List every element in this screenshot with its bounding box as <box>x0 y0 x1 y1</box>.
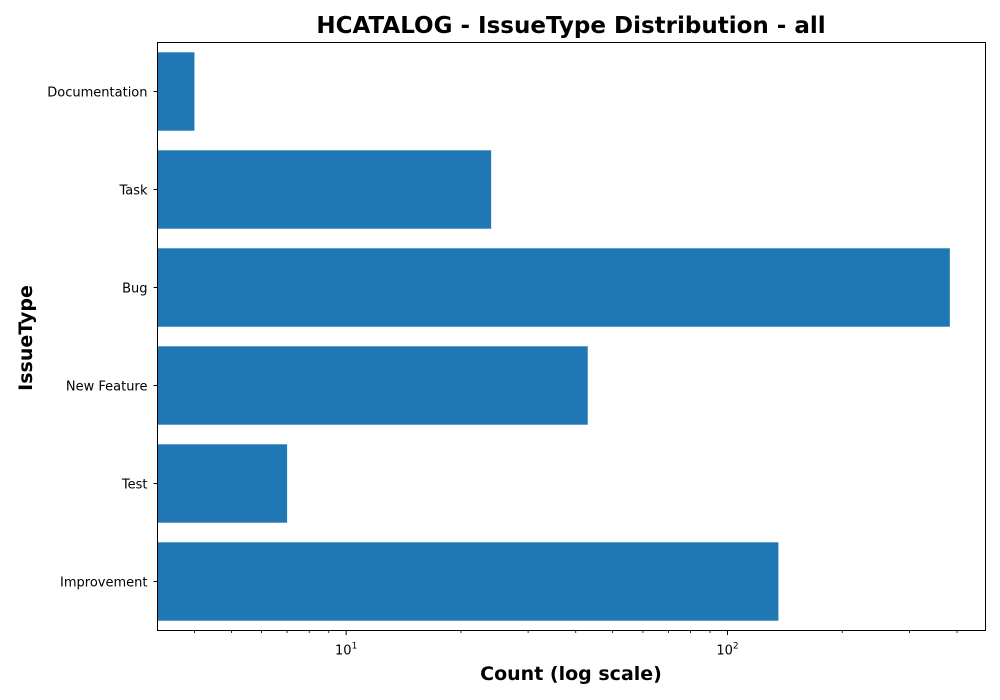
bar-bug <box>157 248 950 327</box>
chart-title: HCATALOG - IssueType Distribution - all <box>316 13 825 39</box>
bar-task <box>157 150 492 229</box>
y-tick-label: New Feature <box>66 380 148 395</box>
y-axis-label: IssueType <box>15 285 37 391</box>
plot-frame <box>157 42 986 631</box>
y-tick-label: Test <box>121 478 148 493</box>
x-tick-label: 101 <box>335 642 357 659</box>
bar-new-feature <box>157 346 588 425</box>
bar-documentation <box>157 52 195 131</box>
y-tick-label: Improvement <box>60 576 147 591</box>
x-axis-label: Count (log scale) <box>480 663 662 685</box>
bar-improvement <box>157 542 779 621</box>
y-tick-label: Bug <box>122 282 147 297</box>
bar-test <box>157 444 288 523</box>
x-axis-ticks: 101 102 <box>194 630 958 659</box>
y-tick-label: Documentation <box>47 86 147 101</box>
bars <box>157 52 950 621</box>
y-axis-ticks: Documentation Task Bug New Feature Test Impro… <box>47 86 158 591</box>
y-tick-label: Task <box>118 184 148 199</box>
x-tick-label: 102 <box>716 642 738 659</box>
